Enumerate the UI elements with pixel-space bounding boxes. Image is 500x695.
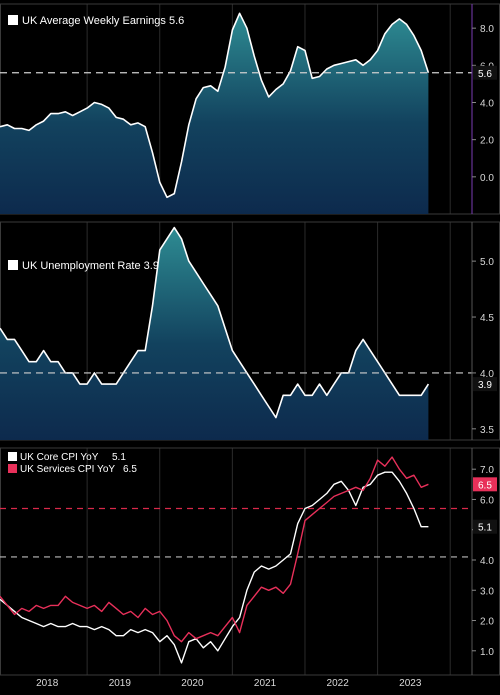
plot-layer (0, 12, 472, 664)
y-tick-label: 3.5 (480, 425, 494, 436)
y-tick-label: 8.0 (480, 24, 494, 35)
services-cpi-line (0, 456, 429, 643)
y-tick-label: 5.0 (480, 257, 494, 268)
y-tick-label: 4.0 (480, 369, 494, 380)
legend-swatch (8, 260, 18, 270)
series-area (0, 13, 429, 214)
core-last-value-label: 5.1 (478, 523, 492, 534)
legend-swatch (8, 452, 17, 461)
series-line (0, 226, 430, 419)
series-line (0, 12, 430, 199)
legend-value: 6.5 (123, 464, 137, 475)
y-tick-label: 6.0 (480, 495, 494, 506)
label-layer: UK Average Weekly Earnings 5.6 5.6 UK Unem… (8, 15, 497, 534)
y-tick-label: 1.0 (480, 647, 494, 658)
legend-entry: UK Services CPI YoY (20, 464, 115, 475)
legend-swatch (8, 15, 18, 25)
legend-value: 5.1 (112, 452, 126, 463)
x-tick-label: 2023 (399, 678, 422, 689)
core-last-value-label-bg (473, 519, 497, 534)
last-value-label-bg (473, 65, 497, 80)
services-last-value-label: 6.5 (478, 480, 492, 491)
legend-entry: UK Core CPI YoY (20, 452, 99, 463)
x-tick-label: 2020 (181, 678, 204, 689)
y-tick-label: 0.0 (480, 173, 494, 184)
y-tick-label: 2.0 (480, 617, 494, 628)
y-tick-label: 2.0 (480, 136, 494, 147)
x-tick-label: 2021 (254, 678, 277, 689)
y-tick-label: 7.0 (480, 465, 494, 476)
core-cpi-line (0, 471, 429, 664)
x-tick-label: 2019 (109, 678, 132, 689)
legend-swatch (8, 464, 17, 473)
last-value-label: 3.9 (478, 380, 492, 391)
chart-title: UK Average Weekly Earnings 5.6 (22, 15, 184, 27)
y-tick-label: 4.0 (480, 556, 494, 567)
y-tick-label: 4.5 (480, 313, 494, 324)
last-value-label-bg (473, 377, 497, 392)
services-last-value-label-bg (473, 477, 497, 492)
x-tick-label: 2022 (327, 678, 350, 689)
chart-title: UK Unemployment Rate 3.9 (22, 260, 159, 272)
x-tick-label: 2018 (36, 678, 59, 689)
panel-frame (0, 447, 500, 676)
y-tick-label: 3.0 (480, 586, 494, 597)
y-tick-label: 4.0 (480, 98, 494, 109)
last-value-label: 5.6 (478, 69, 492, 80)
